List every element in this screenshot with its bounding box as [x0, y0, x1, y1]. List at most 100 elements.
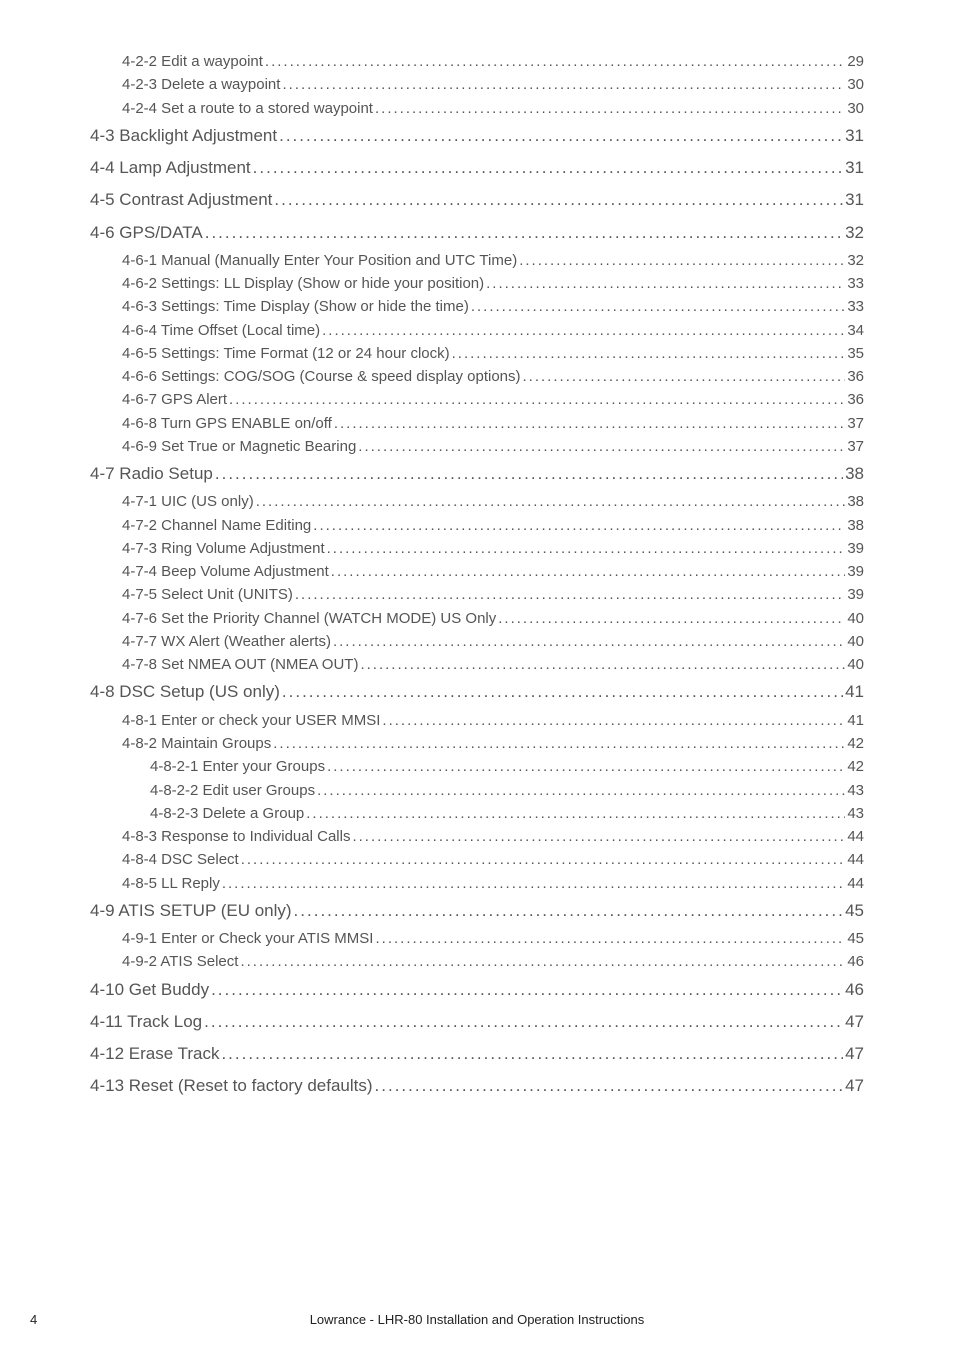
toc-title: 4-4 Lamp Adjustment: [90, 152, 251, 184]
toc-leader-dots: [306, 802, 845, 825]
toc-page-number: 32: [845, 217, 864, 249]
toc-entry: 4-6-6 Settings: COG/SOG (Course & speed …: [90, 365, 864, 388]
toc-leader-dots: [240, 950, 845, 973]
toc-title: 4-6-3 Settings: Time Display (Show or hi…: [122, 295, 469, 318]
toc-entry: 4-9 ATIS SETUP (EU only)45: [90, 895, 864, 927]
toc-title: 4-6-9 Set True or Magnetic Bearing: [122, 435, 356, 458]
toc-leader-dots: [327, 755, 845, 778]
toc-entry: 4-8-4 DSC Select44: [90, 848, 864, 871]
toc-leader-dots: [498, 607, 845, 630]
toc-leader-dots: [295, 583, 845, 606]
toc-page-number: 30: [847, 73, 864, 96]
toc-entry: 4-11 Track Log47: [90, 1006, 864, 1038]
toc-leader-dots: [331, 560, 846, 583]
toc-page-number: 37: [847, 435, 864, 458]
toc-page-number: 39: [847, 583, 864, 606]
toc-entry: 4-3 Backlight Adjustment31: [90, 120, 864, 152]
toc-page-number: 41: [845, 676, 864, 708]
toc-entry: 4-6-2 Settings: LL Display (Show or hide…: [90, 272, 864, 295]
toc-entry: 4-7-7 WX Alert (Weather alerts)40: [90, 630, 864, 653]
toc-leader-dots: [279, 120, 843, 152]
toc-entry: 4-7-5 Select Unit (UNITS) 39: [90, 583, 864, 606]
toc-entry: 4-2-3 Delete a waypoint30: [90, 73, 864, 96]
toc-entry: 4-7 Radio Setup38: [90, 458, 864, 490]
toc-page-number: 36: [847, 388, 864, 411]
toc-entry: 4-4 Lamp Adjustment 31: [90, 152, 864, 184]
toc-entry: 4-8-2-1 Enter your Groups42: [90, 755, 864, 778]
toc-leader-dots: [486, 272, 845, 295]
toc-leader-dots: [382, 709, 845, 732]
toc-title: 4-9-1 Enter or Check your ATIS MMSI: [122, 927, 373, 950]
toc-title: 4-8-4 DSC Select: [122, 848, 239, 871]
toc-page-number: 46: [845, 974, 864, 1006]
toc-entry: 4-8-1 Enter or check your USER MMSI41: [90, 709, 864, 732]
toc-title: 4-7-5 Select Unit (UNITS): [122, 583, 293, 606]
toc-entry: 4-2-2 Edit a waypoint29: [90, 50, 864, 73]
toc-page-number: 43: [847, 779, 864, 802]
toc-title: 4-6-2 Settings: LL Display (Show or hide…: [122, 272, 484, 295]
toc-page-number: 39: [847, 560, 864, 583]
toc-title: 4-8-3 Response to Individual Calls: [122, 825, 350, 848]
toc-entry: 4-6-8 Turn GPS ENABLE on/off37: [90, 412, 864, 435]
toc-title: 4-7-1 UIC (US only): [122, 490, 254, 513]
toc-title: 4-6-8 Turn GPS ENABLE on/off: [122, 412, 332, 435]
toc-page-number: 46: [847, 950, 864, 973]
toc-page-number: 44: [847, 825, 864, 848]
toc-title: 4-3 Backlight Adjustment: [90, 120, 277, 152]
toc-entry: 4-12 Erase Track47: [90, 1038, 864, 1070]
toc-entry: 4-6 GPS/DATA 32: [90, 217, 864, 249]
toc-page-number: 35: [847, 342, 864, 365]
toc-entry: 4-7-8 Set NMEA OUT (NMEA OUT)40: [90, 653, 864, 676]
toc-leader-dots: [358, 435, 845, 458]
toc-title: 4-7-3 Ring Volume Adjustment: [122, 537, 325, 560]
toc-title: 4-9 ATIS SETUP (EU only): [90, 895, 292, 927]
toc-entry: 4-7-6 Set the Priority Channel (WATCH MO…: [90, 607, 864, 630]
toc-leader-dots: [265, 50, 845, 73]
toc-page-number: 33: [847, 272, 864, 295]
toc-page-number: 39: [847, 537, 864, 560]
toc-leader-dots: [334, 412, 845, 435]
toc-entry: 4-6-3 Settings: Time Display (Show or hi…: [90, 295, 864, 318]
toc-entry: 4-8-3 Response to Individual Calls 44: [90, 825, 864, 848]
toc-page-number: 32: [847, 249, 864, 272]
toc-title: 4-8-2 Maintain Groups: [122, 732, 271, 755]
toc-page-number: 41: [847, 709, 864, 732]
toc-title: 4-5 Contrast Adjustment: [90, 184, 272, 216]
toc-page-number: 31: [845, 152, 864, 184]
toc-entry: 4-7-2 Channel Name Editing38: [90, 514, 864, 537]
toc-entry: 4-7-3 Ring Volume Adjustment 39: [90, 537, 864, 560]
toc-entry: 4-9-1 Enter or Check your ATIS MMSI45: [90, 927, 864, 950]
toc-leader-dots: [333, 630, 845, 653]
toc-leader-dots: [375, 927, 845, 950]
toc-leader-dots: [322, 319, 845, 342]
toc-leader-dots: [253, 152, 843, 184]
toc-title: 4-7-8 Set NMEA OUT (NMEA OUT): [122, 653, 358, 676]
toc-page-number: 36: [847, 365, 864, 388]
toc-leader-dots: [205, 217, 843, 249]
toc-page-number: 38: [847, 514, 864, 537]
toc-title: 4-8-5 LL Reply: [122, 872, 220, 895]
toc-page-number: 43: [847, 802, 864, 825]
toc-leader-dots: [313, 514, 845, 537]
toc-leader-dots: [360, 653, 845, 676]
toc-leader-dots: [519, 249, 845, 272]
toc-title: 4-8-2-3 Delete a Group: [150, 802, 304, 825]
toc-entry: 4-6-7 GPS Alert 36: [90, 388, 864, 411]
toc-title: 4-8 DSC Setup (US only): [90, 676, 280, 708]
toc-title: 4-6-1 Manual (Manually Enter Your Positi…: [122, 249, 517, 272]
toc-leader-dots: [471, 295, 846, 318]
toc-page-number: 30: [847, 97, 864, 120]
footer-text: Lowrance - LHR-80 Installation and Opera…: [0, 1312, 954, 1327]
toc-leader-dots: [452, 342, 846, 365]
toc-entry: 4-8-2-2 Edit user Groups43: [90, 779, 864, 802]
toc-title: 4-6 GPS/DATA: [90, 217, 203, 249]
toc-title: 4-6-4 Time Offset (Local time): [122, 319, 320, 342]
toc-page-number: 38: [847, 490, 864, 513]
toc-leader-dots: [327, 537, 846, 560]
toc-title: 4-6-7 GPS Alert: [122, 388, 227, 411]
toc-entry: 4-9-2 ATIS Select46: [90, 950, 864, 973]
toc-page-number: 42: [847, 732, 864, 755]
toc-entry: 4-7-1 UIC (US only) 38: [90, 490, 864, 513]
toc-entry: 4-8-2-3 Delete a Group 43: [90, 802, 864, 825]
page-number: 4: [30, 1312, 37, 1327]
